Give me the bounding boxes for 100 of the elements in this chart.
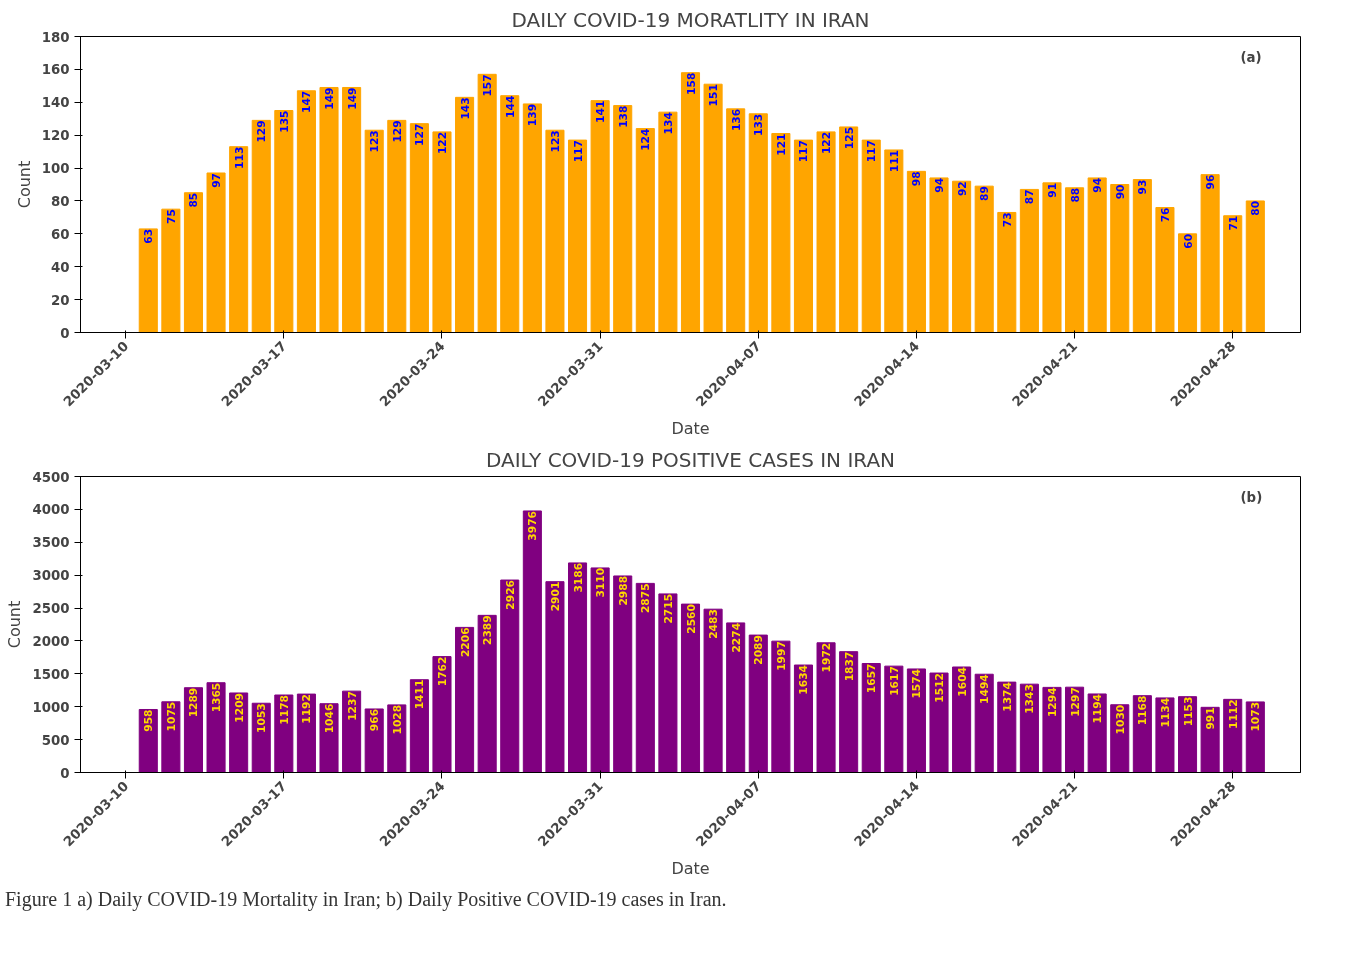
data-label: 1512 <box>933 673 947 703</box>
y-tick-label: 4500 <box>32 469 70 485</box>
bar <box>296 90 316 333</box>
bar <box>1155 697 1175 773</box>
bar <box>861 139 881 333</box>
bar <box>771 133 791 333</box>
data-label: 2926 <box>503 580 517 610</box>
bar <box>251 119 271 333</box>
data-label: 149 <box>345 87 359 110</box>
bar <box>839 126 859 333</box>
bar <box>545 129 565 333</box>
data-label: 144 <box>503 95 517 118</box>
bar <box>342 690 362 773</box>
data-label: 1289 <box>187 687 201 718</box>
bar <box>974 673 994 773</box>
bar <box>161 208 181 333</box>
bar <box>206 172 226 333</box>
y-tick-label: 120 <box>41 128 70 144</box>
data-label: 1046 <box>323 703 337 734</box>
data-label: 138 <box>616 105 630 128</box>
data-label: 139 <box>526 103 540 127</box>
bar <box>477 614 497 773</box>
bar <box>929 177 949 333</box>
data-label: 966 <box>368 708 382 732</box>
bar <box>1223 215 1243 333</box>
bar <box>748 113 768 333</box>
data-label: 1411 <box>413 679 427 710</box>
data-label: 1237 <box>345 691 359 721</box>
data-label: 1053 <box>255 703 269 733</box>
bar <box>568 562 588 773</box>
data-label: 96 <box>1204 174 1218 190</box>
y-tick-label: 180 <box>41 29 70 45</box>
y-tick-label: 160 <box>41 62 70 78</box>
bar <box>274 110 294 333</box>
bar <box>229 146 249 333</box>
data-label: 76 <box>1158 207 1172 223</box>
data-label: 2089 <box>752 635 766 665</box>
bar <box>522 103 542 333</box>
bar <box>364 129 384 333</box>
data-label: 91 <box>1045 182 1059 198</box>
data-label: 2206 <box>458 627 472 658</box>
data-label: 1075 <box>164 701 178 732</box>
data-label: 2988 <box>616 575 630 606</box>
data-label: 1168 <box>1136 695 1150 726</box>
bar <box>1200 706 1220 773</box>
bar <box>1087 177 1107 333</box>
y-tick-label: 1000 <box>32 699 70 715</box>
data-label: 151 <box>707 84 721 107</box>
chart-title: DAILY COVID-19 MORATLITY IN IRAN <box>511 7 870 32</box>
data-label: 1837 <box>842 651 856 682</box>
bar <box>319 703 339 773</box>
bar <box>477 73 497 333</box>
bar <box>206 682 226 773</box>
data-label: 2274 <box>729 622 743 653</box>
bar <box>432 656 452 773</box>
bar <box>455 626 475 773</box>
y-axis-title: Count <box>14 160 34 209</box>
data-label: 1494 <box>978 674 992 704</box>
data-label: 60 <box>1181 233 1195 249</box>
data-label: 122 <box>820 131 834 155</box>
bar <box>952 180 972 333</box>
bar <box>409 679 429 773</box>
data-label: 1194 <box>1091 693 1105 724</box>
bar <box>726 622 746 773</box>
data-label: 1604 <box>955 666 969 697</box>
data-label: 90 <box>1113 184 1127 200</box>
data-label: 141 <box>594 100 608 123</box>
y-tick-label: 4000 <box>32 502 70 518</box>
bar <box>409 123 429 333</box>
data-label: 1294 <box>1045 687 1059 718</box>
bar <box>1042 182 1062 333</box>
data-label: 88 <box>1068 187 1082 203</box>
data-label: 111 <box>887 149 901 173</box>
bar <box>997 681 1017 773</box>
data-label: 71 <box>1226 215 1240 231</box>
data-label: 2875 <box>639 583 653 614</box>
bar <box>861 663 881 773</box>
bar <box>680 72 701 333</box>
data-label: 157 <box>481 74 495 97</box>
data-label: 123 <box>548 130 562 153</box>
bar <box>432 131 452 333</box>
data-label: 125 <box>842 126 856 150</box>
bar <box>1019 188 1039 333</box>
y-tick-label: 80 <box>50 193 70 209</box>
bar <box>590 100 610 333</box>
data-label: 113 <box>232 146 246 169</box>
bar <box>726 108 746 333</box>
data-label: 143 <box>458 97 472 120</box>
bar <box>635 128 655 333</box>
y-tick-label: 2500 <box>32 601 70 617</box>
x-axis-title: Date <box>671 418 710 438</box>
chart-title: DAILY COVID-19 POSITIVE CASES IN IRAN <box>485 447 896 472</box>
bar <box>319 86 339 333</box>
bar <box>816 642 836 773</box>
data-label: 2901 <box>548 581 562 612</box>
data-label: 2389 <box>481 615 495 646</box>
data-label: 1762 <box>435 656 449 687</box>
data-label: 117 <box>571 140 585 163</box>
data-label: 1030 <box>1113 704 1127 735</box>
y-tick-label: 0 <box>60 765 70 781</box>
